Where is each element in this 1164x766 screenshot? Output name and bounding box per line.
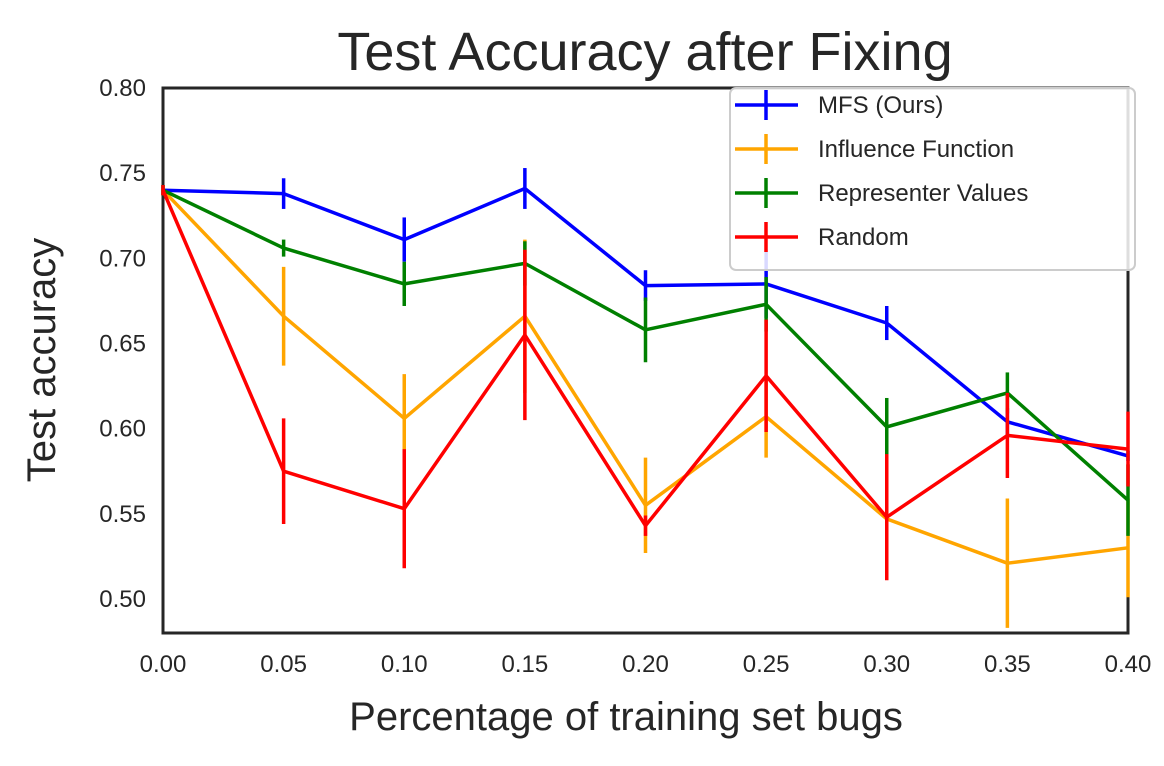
y-axis-label: Test accuracy xyxy=(20,238,64,483)
y-tick-labels: 0.50 0.55 0.60 0.65 0.70 0.75 0.80 xyxy=(99,75,146,613)
series-random xyxy=(161,185,1130,581)
x-tick-label: 0.35 xyxy=(984,651,1031,678)
legend-entry-influence-function: Influence Function xyxy=(735,134,1014,164)
x-tick-labels: 0.00 0.05 0.10 0.15 0.20 0.25 0.30 0.35 0.40 xyxy=(140,651,1152,678)
y-tick-label: 0.75 xyxy=(99,160,146,187)
legend-entries: MFS (Ours) Influence Function Representer … xyxy=(735,90,1028,252)
x-axis-label: Percentage of training set bugs xyxy=(349,695,903,739)
x-tick-label: 0.00 xyxy=(140,651,187,678)
x-tick-label: 0.10 xyxy=(381,651,428,678)
legend-label: Representer Values xyxy=(818,180,1028,207)
y-tick-label: 0.65 xyxy=(99,330,146,357)
chart-title: Test Accuracy after Fixing xyxy=(337,22,952,82)
x-tick-label: 0.40 xyxy=(1105,651,1152,678)
y-tick-label: 0.55 xyxy=(99,501,146,528)
legend-box xyxy=(729,87,1136,271)
legend-entry-random: Random xyxy=(735,222,909,252)
x-tick-label: 0.15 xyxy=(502,651,549,678)
legend-label: Random xyxy=(818,224,909,251)
legend-entry-mfs-ours: MFS (Ours) xyxy=(735,90,943,120)
plot-frame xyxy=(161,86,1130,635)
x-tick-label: 0.30 xyxy=(863,651,910,678)
legend-entry-representer-values: Representer Values xyxy=(735,178,1028,208)
legend-label: Influence Function xyxy=(818,136,1014,163)
series-layer xyxy=(161,168,1130,628)
x-tick-label: 0.20 xyxy=(622,651,669,678)
x-tick-label: 0.05 xyxy=(260,651,307,678)
legend-label: MFS (Ours) xyxy=(818,92,943,119)
legend: MFS (Ours) Influence Function Representer … xyxy=(729,87,1136,271)
y-tick-label: 0.50 xyxy=(99,586,146,613)
y-tick-label: 0.60 xyxy=(99,416,146,443)
y-tick-label: 0.80 xyxy=(99,75,146,102)
y-tick-label: 0.70 xyxy=(99,245,146,272)
x-tick-label: 0.25 xyxy=(743,651,790,678)
